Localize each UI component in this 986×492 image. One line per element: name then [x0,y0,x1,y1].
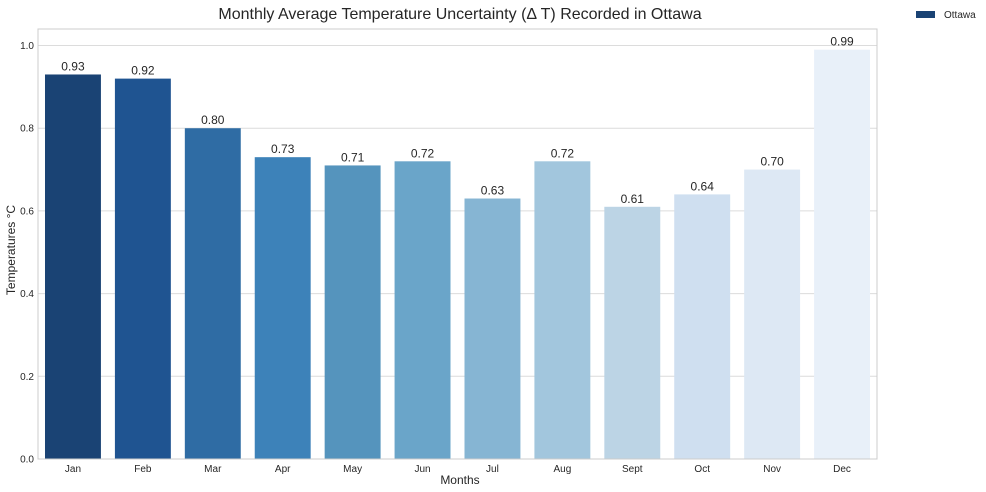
bar-value-label: 0.99 [830,35,854,49]
bar-value-label: 0.72 [551,146,575,160]
bar [464,198,521,459]
bar-value-label: 0.80 [201,113,225,127]
y-tick-label: 0.4 [20,289,34,300]
plot-frame [37,28,878,460]
legend-label-ottawa: Ottawa [944,10,976,21]
y-tick-label: 1.0 [20,41,34,52]
bar [254,157,311,459]
bar-value-label: 0.64 [691,179,715,193]
bar-value-label: 0.72 [411,146,435,160]
x-tick-label: Oct [694,464,710,475]
y-axis-label: Temperatures °C [4,205,18,295]
chart-title: Monthly Average Temperature Uncertainty … [218,6,701,23]
x-tick-label: Feb [134,464,152,475]
bar [324,165,381,459]
x-tick-label: Jul [486,464,499,475]
bar-value-label: 0.92 [131,64,155,78]
y-tick-label: 0.8 [20,124,34,135]
y-tick-label: 0.0 [20,455,34,466]
x-tick-label: Jan [65,464,81,475]
x-tick-label: Mar [204,464,222,475]
bar [44,74,101,459]
bar [394,161,451,460]
x-tick-label: May [343,464,362,475]
bar-value-label: 0.61 [621,192,645,206]
bar-value-label: 0.93 [61,59,85,73]
legend: Ottawa [916,10,976,21]
bar [814,49,871,460]
bar-value-label: 0.70 [760,155,784,169]
bars [44,49,871,460]
bar [604,206,661,459]
bar-value-labels: 0.93 0.92 0.80 0.73 0.71 0.72 0.63 0.72 0.61 0.64… [61,35,854,206]
bar-value-label: 0.73 [271,142,295,156]
y-tick-label: 0.2 [20,372,34,383]
x-tick-label: Apr [275,464,291,475]
x-tick-label: Jun [414,464,430,475]
bar [184,128,241,459]
bar [674,194,731,459]
legend-swatch-ottawa [916,11,935,18]
x-tick-label: Dec [833,464,851,475]
y-tick-label: 0.6 [20,206,34,217]
bar-value-label: 0.63 [481,184,505,198]
x-axis-label: Months [440,473,479,487]
x-axis-ticks: Jan Feb Mar Apr May Jun Jul Aug Sept Oct Nov Dec [65,464,851,475]
bar-value-label: 0.71 [341,150,365,164]
bar [744,169,801,460]
x-tick-label: Nov [763,464,781,475]
y-axis-ticks: 0.0 0.2 0.4 0.6 0.8 1.0 [20,41,34,465]
bar [114,78,171,459]
bar [534,161,591,460]
x-tick-label: Sept [622,464,643,475]
x-tick-label: Aug [553,464,571,475]
